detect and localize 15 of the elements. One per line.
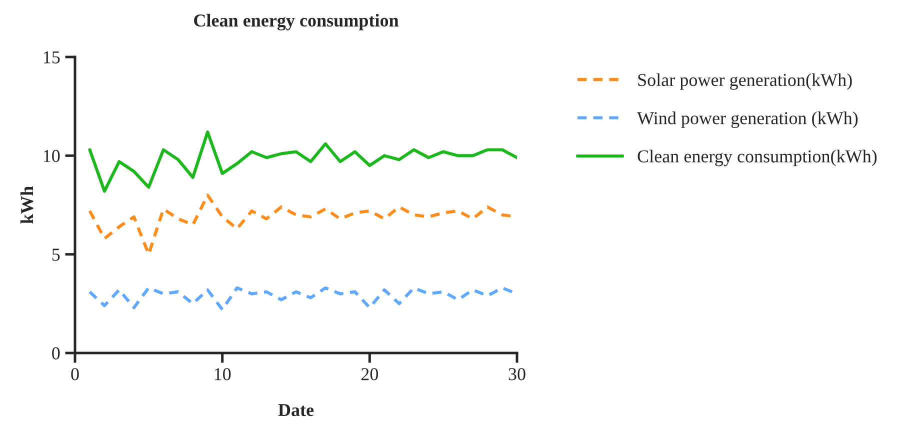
y-tick-label: 5: [52, 248, 60, 261]
x-tick-label: 10: [214, 368, 231, 380]
y-axis-title: kWh: [20, 186, 34, 224]
y-tick-label: 10: [44, 150, 60, 162]
legend-label: Solar power generation(kWh): [638, 73, 852, 90]
y-tick-label: 15: [44, 51, 60, 64]
legend-label: Clean energy consumption(kWh): [638, 150, 877, 166]
line-series: [88, 130, 517, 193]
x-tick-label: 0: [71, 368, 79, 380]
x-tick-label: 30: [508, 368, 526, 380]
y-tick-label: 0: [52, 347, 60, 360]
chart-title: Clean energy consumption: [194, 14, 399, 30]
x-axis-title: Date: [278, 404, 314, 416]
x-tick-label: 20: [361, 368, 378, 380]
legend-label: Wind power generation (kWh): [637, 112, 858, 128]
